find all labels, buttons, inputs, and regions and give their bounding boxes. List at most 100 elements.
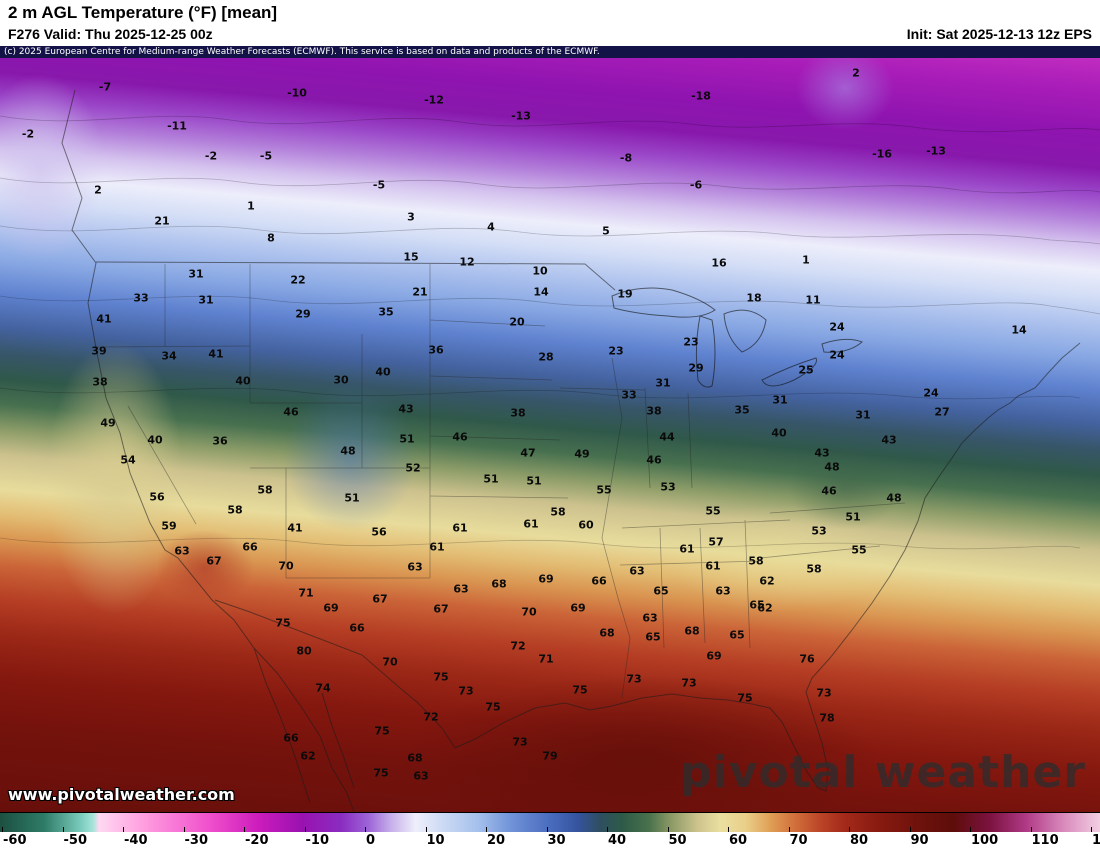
temp-value-label: 2: [852, 66, 860, 80]
colorbar-tick-mark: [667, 827, 669, 832]
temp-value-label: 41: [208, 347, 224, 361]
temp-value-label: 18: [746, 291, 762, 305]
temperature-colorbar: -60 -50 -40 -30 -20 -10 0 10 20 30 40 50 60 70 80 90 100…: [0, 812, 1100, 850]
temp-value-label: 76: [799, 652, 815, 666]
temp-value-label: 63: [413, 769, 429, 783]
colorbar-tick-mark: [1091, 827, 1092, 832]
temp-value-label: 20: [509, 315, 525, 329]
temp-value-label: 10: [532, 264, 548, 278]
brand-logo: pivotal weather: [680, 747, 1086, 798]
temp-value-label: 40: [235, 374, 251, 388]
temp-value-label: 63: [629, 564, 645, 578]
temp-value-label: 44: [659, 430, 675, 444]
temp-value-label: 40: [771, 426, 787, 440]
temp-value-label: 40: [375, 365, 391, 379]
temp-value-label: 31: [188, 267, 204, 281]
temp-value-label: 67: [372, 592, 388, 606]
temp-value-label: 75: [373, 766, 389, 780]
temp-value-label: 24: [829, 320, 845, 334]
temp-value-label: 41: [96, 312, 112, 326]
temp-value-label: 1: [802, 253, 810, 267]
colorbar-tick-label: 90: [910, 833, 929, 848]
temp-value-label: 70: [521, 605, 537, 619]
temp-value-label: 28: [538, 350, 554, 364]
temp-value-label: 57: [708, 535, 724, 549]
temp-value-label: 58: [227, 503, 243, 517]
temp-value-label: 56: [371, 525, 387, 539]
temp-value-label: 68: [684, 624, 700, 638]
colorbar-tick-label: 120: [1092, 833, 1100, 848]
temp-value-label: 55: [705, 504, 721, 518]
temp-value-label: 63: [642, 611, 658, 625]
temp-value-label: 70: [382, 655, 398, 669]
colorbar-tick-mark: [909, 827, 911, 832]
temperature-labels-layer: -7 -10 -12 -13 -18 2 -11 -2 -2 -5 -8 -16 -13 -6 -5 2 21 1…: [0, 58, 1100, 812]
temp-value-label: 61: [429, 540, 445, 554]
temp-value-label: 11: [805, 293, 821, 307]
colorbar-tick-mark: [365, 827, 366, 832]
colorbar-tick-mark: [728, 827, 729, 832]
temp-value-label: 60: [578, 518, 594, 532]
temp-value-label: 34: [161, 349, 177, 363]
temp-value-label: 27: [934, 405, 950, 419]
temp-value-label: 23: [683, 335, 699, 349]
colorbar-tick-mark: [1030, 827, 1032, 832]
temp-value-label: 46: [821, 484, 837, 498]
map-borders-layer: [0, 89, 1100, 812]
temp-value-label: 48: [886, 491, 902, 505]
temp-value-label: 8: [267, 231, 275, 245]
temp-value-label: 19: [617, 287, 633, 301]
temp-value-label: 63: [715, 584, 731, 598]
colorbar-tick-label: 70: [789, 833, 808, 848]
temp-value-label: 61: [452, 521, 468, 535]
temp-value-label: 24: [829, 348, 845, 362]
colorbar-tick-label: -30: [184, 833, 209, 848]
colorbar-tick-label: 30: [547, 833, 566, 848]
temp-value-label: 65: [729, 628, 745, 642]
temp-value-label: -16: [872, 147, 892, 161]
temperature-map[interactable]: -7 -10 -12 -13 -18 2 -11 -2 -2 -5 -8 -16 -13 -6 -5 2 21 1…: [0, 58, 1100, 812]
temp-value-label: -10: [287, 86, 307, 100]
copyright-strip: (c) 2025 European Centre for Medium-rang…: [0, 46, 1100, 58]
temp-value-label: 35: [378, 305, 394, 319]
colorbar-tick-mark: [788, 827, 790, 832]
temp-value-label: -2: [21, 127, 35, 141]
temp-value-label: 24: [923, 386, 939, 400]
temp-value-label: 58: [748, 554, 764, 568]
temp-value-label: 12: [459, 255, 475, 269]
colorbar-tick-mark: [2, 827, 3, 832]
temp-value-label: 53: [811, 524, 827, 538]
temp-value-label: 72: [423, 710, 439, 724]
temp-value-label: 73: [681, 676, 697, 690]
temp-value-label: 15: [403, 250, 419, 264]
temp-value-label: 75: [485, 700, 501, 714]
temp-value-label: 38: [510, 406, 526, 420]
temp-value-label: 43: [881, 433, 897, 447]
temp-value-label: 72: [510, 639, 526, 653]
temp-value-label: 22: [290, 273, 306, 287]
temp-value-label: 51: [526, 474, 542, 488]
temp-value-label: 21: [154, 214, 170, 228]
temp-value-label: 58: [257, 483, 273, 497]
temp-value-label: 5: [602, 224, 610, 238]
temp-value-label: 23: [608, 344, 624, 358]
coastline-paths: [61, 89, 1081, 812]
temp-value-label: 68: [599, 626, 615, 640]
init-time-label: Init: Sat 2025-12-13 12z EPS: [906, 26, 1092, 42]
temp-value-label: 46: [646, 453, 662, 467]
temp-value-label: 31: [198, 293, 214, 307]
temp-value-label: 51: [483, 472, 499, 486]
watermark-url: www.pivotalweather.com: [8, 785, 235, 804]
state-border-lines: [95, 264, 906, 699]
temp-value-label: 66: [242, 540, 258, 554]
temp-value-label: 62: [300, 749, 316, 763]
temp-value-label: 59: [161, 519, 177, 533]
temp-value-label: -13: [926, 144, 946, 158]
temp-value-label: 2: [94, 183, 102, 197]
temp-value-label: 55: [596, 483, 612, 497]
colorbar-tick-label: 50: [668, 833, 687, 848]
temp-value-label: 63: [453, 582, 469, 596]
colorbar-tick-mark: [607, 827, 608, 832]
colorbar-tick-mark: [849, 827, 850, 832]
temp-value-label: 65: [653, 584, 669, 598]
